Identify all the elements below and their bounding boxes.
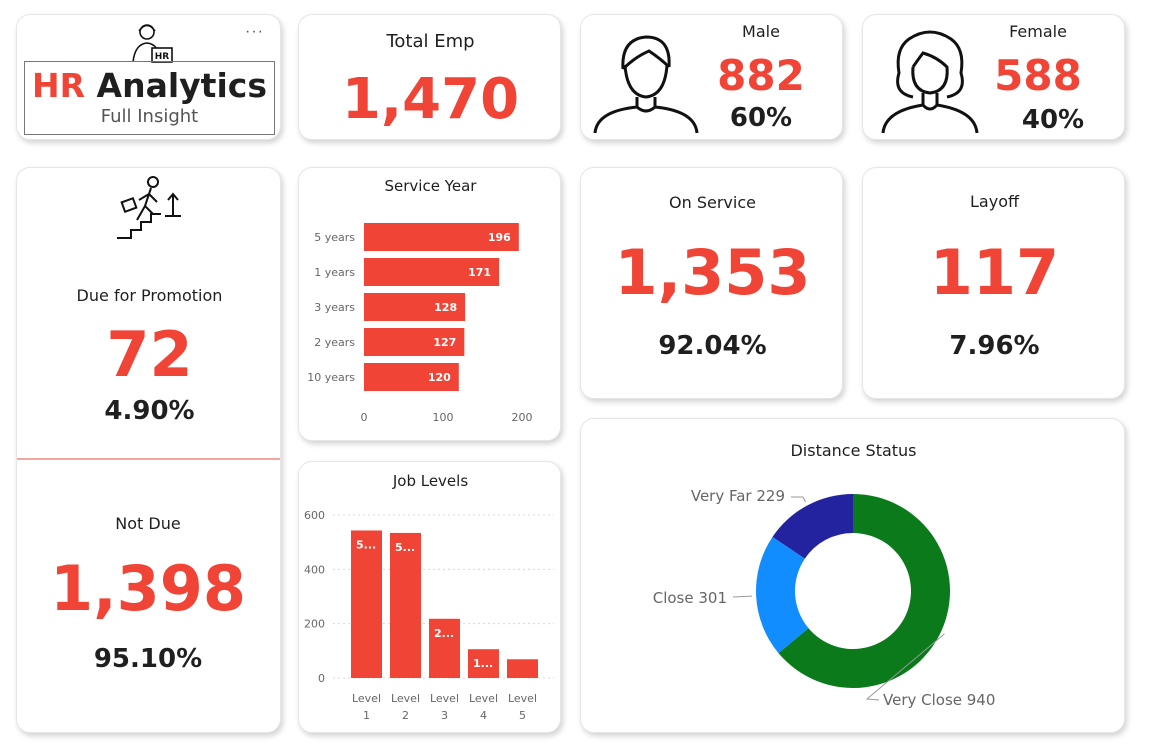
service-year-data-label: 127 <box>433 336 456 349</box>
distance-status-title: Distance Status <box>790 441 917 460</box>
service-year-chart: 5 years 196 1 years 171 3 years 128 2 years 127… <box>307 223 533 424</box>
male-label: Male <box>742 22 780 41</box>
service-year-bar[interactable] <box>364 328 465 356</box>
job-levels-data-label: 5... <box>395 541 415 554</box>
service-year-category-label: 3 years <box>314 301 355 314</box>
job-levels-category-number: 5 <box>519 709 526 722</box>
layoff-card: Layoff 117 7.96% <box>862 167 1125 399</box>
not-due-pct: 95.10% <box>93 644 203 674</box>
service-year-bar[interactable] <box>364 293 466 321</box>
due-promotion-label: Due for Promotion <box>76 286 223 305</box>
job-levels-category-label: Level <box>508 692 537 705</box>
service-year-data-label: 196 <box>488 231 511 244</box>
service-year-tick-label: 0 <box>361 411 368 424</box>
service-year-category-label: 1 years <box>314 266 355 279</box>
service-year-data-label: 128 <box>434 301 457 314</box>
distance-slice[interactable] <box>772 494 853 559</box>
job-levels-tick-label: 400 <box>304 563 325 576</box>
job-levels-category-number: 2 <box>402 709 409 722</box>
distance-leader-line <box>732 595 753 598</box>
female-icon <box>881 30 979 134</box>
female-value: 588 <box>994 51 1082 100</box>
service-year-bar[interactable] <box>364 223 519 251</box>
service-year-bar[interactable] <box>364 363 459 391</box>
total-emp-label: Total Emp <box>386 31 475 52</box>
job-levels-chart: 0 200 400 600 5... Level 1 5... Level 2 2... Level 3… <box>304 509 554 722</box>
total-emp-value: 1,470 <box>341 67 520 132</box>
service-year-title: Service Year <box>384 177 477 195</box>
job-levels-data-label: 1... <box>473 657 493 670</box>
not-due-value: 1,398 <box>49 552 247 625</box>
layoff-pct: 7.96% <box>949 331 1040 361</box>
service-year-tick-label: 100 <box>433 411 454 424</box>
due-promotion-pct: 4.90% <box>104 396 195 426</box>
service-year-data-label: 171 <box>468 266 491 279</box>
job-levels-bar[interactable] <box>351 530 382 678</box>
job-levels-category-label: Level <box>391 692 420 705</box>
service-year-category-label: 5 years <box>314 231 355 244</box>
job-levels-title: Job Levels <box>392 472 469 490</box>
job-levels-bar[interactable] <box>429 618 460 678</box>
male-pct: 60% <box>729 103 793 133</box>
job-levels-category-label: Level <box>430 692 459 705</box>
job-levels-category-number: 1 <box>363 709 370 722</box>
distance-slice[interactable] <box>756 536 809 654</box>
job-levels-data-label: 2... <box>434 627 454 640</box>
title-subtitle: Full Insight <box>100 106 199 127</box>
job-levels-bar[interactable] <box>468 649 499 678</box>
svg-text:HR: HR <box>155 52 170 62</box>
on-service-label: On Service <box>669 193 756 212</box>
title-hr: HR <box>32 66 86 105</box>
distance-slice-label: Close 301 <box>653 589 727 607</box>
job-levels-tick-label: 0 <box>318 672 325 685</box>
distance-status-chart: Very Close 940 Close 301 Very Far 229 <box>653 487 996 709</box>
job-levels-category-number: 3 <box>441 709 448 722</box>
female-card: Female 588 40% <box>862 14 1125 140</box>
service-year-card: Service Year 5 years 196 1 years 171 3 years… <box>298 167 561 441</box>
promotion-divider <box>17 458 280 460</box>
layoff-value: 117 <box>929 236 1060 309</box>
title-card: HR ··· HR Analytics Full Insight <box>16 14 281 140</box>
distance-slice[interactable] <box>778 494 950 688</box>
job-levels-bar[interactable] <box>507 659 538 678</box>
on-service-value: 1,353 <box>614 236 811 309</box>
job-levels-tick-label: 600 <box>304 509 325 522</box>
title-analytics: Analytics <box>96 66 267 105</box>
female-pct: 40% <box>1021 105 1085 135</box>
not-due-label: Not Due <box>115 514 181 533</box>
on-service-card: On Service 1,353 92.04% <box>580 167 843 399</box>
job-levels-data-label: 5... <box>356 538 376 551</box>
total-emp-card: Total Emp 1,470 <box>298 14 561 140</box>
service-year-data-label: 120 <box>428 371 451 384</box>
hr-person-icon: HR <box>132 24 173 63</box>
service-year-tick-label: 200 <box>512 411 533 424</box>
job-levels-card: Job Levels 0 200 400 600 5... Level 1 5... Level… <box>298 461 561 733</box>
distance-slice-label: Very Close 940 <box>883 691 995 709</box>
on-service-pct: 92.04% <box>658 331 767 361</box>
job-levels-tick-label: 200 <box>304 618 325 631</box>
male-icon <box>593 35 699 134</box>
distance-status-card: Distance Status Very Close 940 Close 301 V… <box>580 418 1125 733</box>
service-year-bar[interactable] <box>364 258 500 286</box>
job-levels-category-number: 4 <box>480 709 487 722</box>
job-levels-category-label: Level <box>469 692 498 705</box>
job-levels-bar[interactable] <box>390 532 421 678</box>
more-options-icon[interactable]: ··· <box>245 23 264 40</box>
layoff-label: Layoff <box>970 192 1019 211</box>
male-value: 882 <box>717 51 805 100</box>
service-year-category-label: 10 years <box>307 371 355 384</box>
due-promotion-value: 72 <box>106 318 193 391</box>
female-label: Female <box>1009 22 1067 41</box>
career-stairs-icon <box>117 176 181 239</box>
distance-leader-line <box>865 633 945 701</box>
distance-leader-line <box>791 496 806 503</box>
male-card: Male 882 60% <box>580 14 843 140</box>
service-year-category-label: 2 years <box>314 336 355 349</box>
promotion-card: Due for Promotion 72 4.90% Not Due 1,398… <box>16 167 281 733</box>
job-levels-category-label: Level <box>352 692 381 705</box>
title-box: HR Analytics Full Insight <box>24 61 275 135</box>
distance-slice-label: Very Far 229 <box>691 487 785 505</box>
